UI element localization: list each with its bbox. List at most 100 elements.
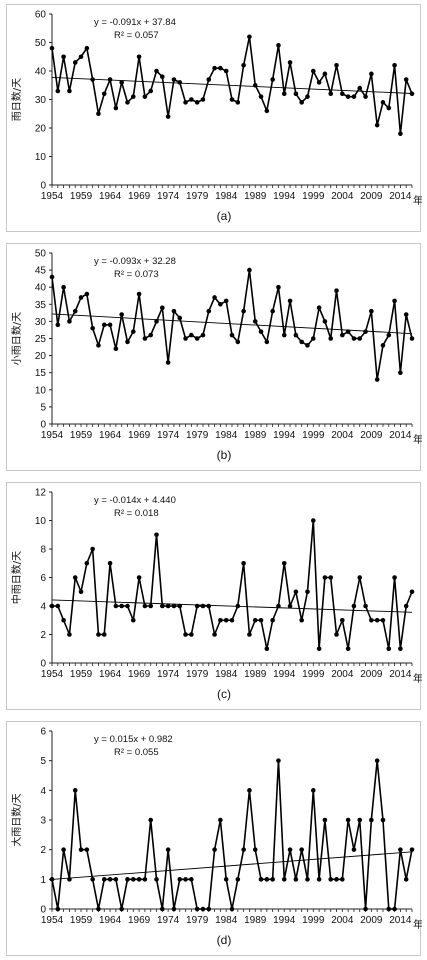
y-tick-label-c-6: 12 — [35, 488, 47, 499]
data-point-a-2014 — [398, 131, 403, 136]
data-point-d-1998 — [305, 877, 310, 882]
data-point-c-2007 — [357, 575, 363, 580]
data-point-b-1955 — [55, 322, 61, 328]
data-point-d-1990 — [258, 877, 264, 882]
y-tick-label-a-1: 10 — [35, 152, 47, 163]
data-point-d-1965 — [113, 877, 119, 882]
x-tick-label-c-8: 1994 — [273, 669, 296, 680]
x-tick-label-a-7: 1989 — [244, 191, 267, 202]
data-point-a-2012 — [386, 105, 392, 111]
data-point-c-1992 — [270, 617, 275, 623]
y-tick-label-d-4: 4 — [40, 786, 46, 797]
data-point-b-1983 — [218, 302, 223, 307]
data-point-d-1991 — [264, 877, 270, 882]
x-tick-label-d-10: 2004 — [331, 915, 354, 926]
data-point-b-1994 — [281, 332, 287, 338]
data-point-c-1971 — [148, 603, 154, 609]
data-point-b-1992 — [270, 308, 275, 314]
data-point-d-1999 — [310, 788, 316, 793]
data-point-b-1989 — [252, 319, 258, 324]
y-tick-label-a-4: 40 — [35, 67, 47, 78]
data-point-c-1975 — [171, 603, 177, 609]
data-point-a-1999 — [310, 68, 316, 74]
x-tick-label-b-8: 1994 — [273, 430, 296, 441]
y-tick-label-b-5: 25 — [35, 334, 47, 345]
data-point-c-2014 — [398, 646, 403, 652]
data-point-c-1979 — [194, 603, 200, 609]
data-point-c-1987 — [241, 560, 246, 566]
data-point-b-1990 — [258, 329, 264, 334]
y-tick-label-b-2: 10 — [35, 385, 47, 396]
data-point-a-2009 — [369, 71, 374, 77]
data-point-a-2011 — [380, 100, 386, 105]
data-point-a-1976 — [177, 80, 183, 85]
y-tick-label-c-2: 4 — [40, 602, 46, 613]
data-point-d-1968 — [130, 877, 136, 882]
data-point-a-2007 — [357, 85, 363, 91]
data-point-a-1998 — [305, 94, 310, 99]
data-point-a-1961 — [90, 77, 95, 82]
data-point-c-2001 — [322, 575, 328, 580]
data-point-d-2010 — [374, 758, 380, 763]
data-point-c-1966 — [119, 603, 124, 609]
data-point-d-2015 — [403, 877, 409, 882]
data-point-c-1957 — [67, 632, 72, 637]
data-point-c-2008 — [363, 603, 368, 609]
data-point-c-1963 — [101, 632, 107, 637]
data-point-d-2014 — [398, 847, 403, 852]
data-point-c-1970 — [142, 603, 148, 609]
data-point-d-2009 — [369, 817, 374, 823]
x-tick-label-c-9: 1999 — [302, 669, 325, 680]
data-point-d-1970 — [142, 877, 148, 882]
data-point-c-1976 — [177, 603, 183, 609]
data-point-b-2013 — [392, 298, 397, 304]
data-point-d-1974 — [165, 847, 171, 852]
data-point-a-1954 — [49, 45, 55, 51]
data-point-c-1999 — [310, 518, 316, 523]
y-tick-label-d-0: 0 — [40, 905, 46, 916]
data-point-d-1967 — [125, 877, 130, 882]
data-point-b-2000 — [316, 305, 322, 311]
data-point-a-2016 — [409, 91, 415, 97]
y-tick-label-b-9: 45 — [35, 266, 47, 277]
data-point-b-2011 — [380, 343, 386, 348]
data-point-c-1986 — [235, 603, 241, 609]
data-point-d-1975 — [171, 906, 177, 912]
data-point-a-1975 — [171, 77, 177, 82]
data-point-b-1993 — [276, 284, 281, 290]
data-point-d-2004 — [340, 877, 345, 882]
data-point-d-2002 — [328, 877, 334, 882]
data-point-a-1982 — [212, 65, 217, 71]
data-point-c-1964 — [107, 560, 113, 566]
x-tick-label-c-4: 1974 — [157, 669, 180, 680]
data-point-c-1985 — [229, 617, 235, 623]
data-point-d-2008 — [363, 906, 368, 912]
data-point-c-1962 — [96, 632, 101, 637]
data-point-c-1993 — [276, 603, 281, 609]
data-point-a-2013 — [392, 63, 397, 68]
data-point-c-1998 — [305, 589, 310, 595]
data-point-d-2003 — [334, 877, 339, 882]
data-point-c-1974 — [165, 603, 171, 609]
data-point-b-1972 — [154, 319, 159, 324]
y-tick-label-b-1: 5 — [40, 402, 46, 413]
data-point-d-1954 — [49, 877, 55, 882]
data-point-c-1994 — [281, 560, 287, 566]
data-point-a-2003 — [334, 63, 339, 68]
data-point-b-1979 — [194, 336, 200, 341]
chart-panel-c: 0 2 4 6 8 10 12 1954 1959 1964 1969 1974 1979 1984 198… — [6, 482, 422, 710]
data-point-d-1955 — [55, 906, 61, 912]
data-point-d-1986 — [235, 877, 241, 882]
data-point-d-1957 — [67, 877, 72, 882]
x-tick-label-a-11: 2009 — [360, 191, 383, 202]
x-tick-label-d-12: 2014 — [389, 915, 412, 926]
data-point-a-1991 — [264, 108, 270, 114]
x-tick-label-c-6: 1984 — [215, 669, 238, 680]
data-point-d-1997 — [299, 847, 304, 852]
y-tick-label-c-4: 8 — [40, 545, 46, 556]
trend-line-d — [51, 851, 413, 880]
data-point-d-1959 — [78, 847, 84, 852]
data-point-d-1969 — [136, 877, 142, 882]
x-tick-label-b-9: 1999 — [302, 430, 325, 441]
data-point-c-1990 — [258, 617, 264, 623]
